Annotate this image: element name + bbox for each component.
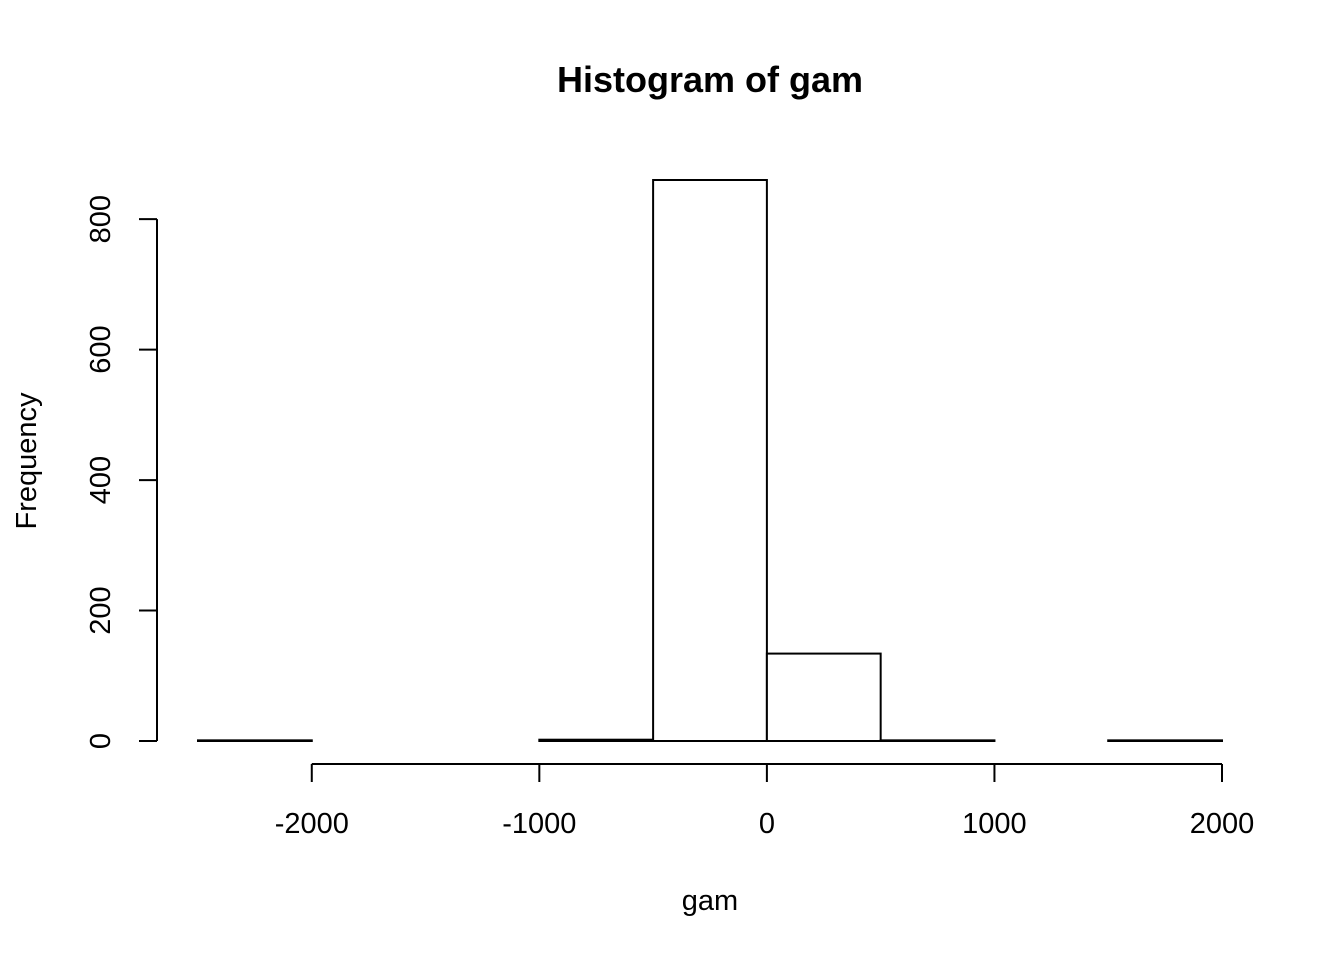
- histogram-bar: [652, 179, 768, 742]
- histogram-bar: [197, 739, 313, 742]
- y-axis: 0 200 400 600 800: [85, 195, 158, 749]
- x-axis-label: gam: [682, 885, 738, 917]
- histogram-bar: [538, 738, 655, 743]
- x-axis: -2000 -1000 0 1000 2000: [275, 763, 1255, 840]
- y-tick-label: 400: [85, 456, 117, 504]
- y-tick-label: 0: [85, 733, 117, 749]
- histogram-bar: [765, 652, 882, 743]
- y-tick-label: 800: [85, 195, 117, 243]
- x-tick-label: -1000: [502, 808, 576, 840]
- x-tick-label: 1000: [962, 808, 1027, 840]
- chart-title: Histogram of gam: [557, 59, 863, 100]
- x-tick-label: 0: [759, 808, 775, 840]
- x-tick-label: 2000: [1190, 808, 1255, 840]
- y-tick-label: 600: [85, 325, 117, 373]
- histogram-bars: [197, 179, 1223, 743]
- histogram-bar: [1107, 739, 1223, 742]
- histogram-bar: [879, 739, 996, 742]
- x-tick-label: -2000: [275, 808, 349, 840]
- y-axis-label: Frequency: [11, 392, 43, 530]
- y-tick-label: 200: [85, 586, 117, 634]
